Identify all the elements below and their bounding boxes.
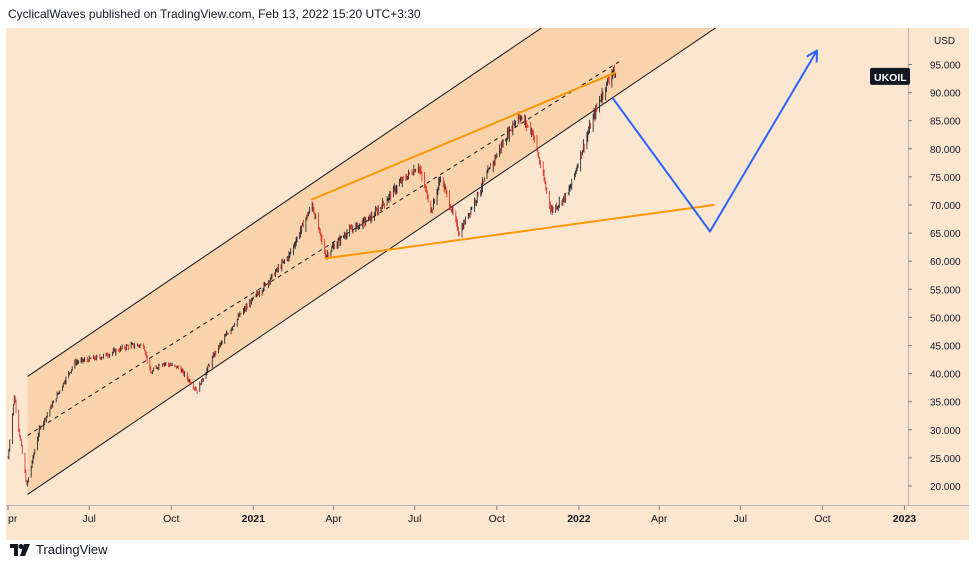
x-tick-label-9: Jul bbox=[734, 513, 747, 525]
x-tick-label-4: Apr bbox=[325, 513, 342, 525]
ticker-badge[interactable] bbox=[870, 67, 910, 85]
projection-path[interactable] bbox=[611, 49, 818, 233]
y-tick-label-11: 70.000 bbox=[930, 201, 961, 212]
y-tick-label-5: 40.000 bbox=[930, 370, 961, 381]
y-tick-label-16: 95.000 bbox=[930, 61, 961, 72]
y-tick-label-3: 30.000 bbox=[930, 426, 961, 437]
triangle-upper-line[interactable] bbox=[311, 71, 616, 201]
price-scale-background bbox=[908, 28, 969, 540]
y-tick-label-14: 85.000 bbox=[930, 117, 961, 128]
y-tick-label-8: 55.000 bbox=[930, 285, 961, 296]
tradingview-brand[interactable]: TradingView bbox=[36, 542, 108, 557]
y-tick-label-12: 75.000 bbox=[930, 173, 961, 184]
x-tick-label-0: pr bbox=[8, 513, 18, 525]
y-tick-label-1: 20.000 bbox=[930, 482, 961, 493]
x-tick-label-8: Apr bbox=[651, 513, 668, 525]
x-tick-label-1: Jul bbox=[82, 513, 95, 525]
y-tick-label-6: 45.000 bbox=[930, 342, 961, 353]
footer: TradingView bbox=[10, 542, 108, 557]
y-tick-label-2: 25.000 bbox=[930, 454, 961, 465]
price-chart[interactable]: 20.000 25.000 30.000 35.000 40.000 45.000 50.0… bbox=[6, 28, 969, 540]
ticker-label: UKOIL bbox=[874, 72, 907, 84]
x-tick-label-5: Jul bbox=[408, 513, 421, 525]
y-tick-label-7: 50.000 bbox=[930, 313, 961, 324]
x-tick-label-11: 2023 bbox=[893, 513, 917, 525]
y-tick-label-4: 35.000 bbox=[930, 398, 961, 409]
triangle-lower-line[interactable] bbox=[324, 204, 715, 260]
x-tick-label-10: Oct bbox=[814, 513, 830, 525]
y-tick-label-15: 90.000 bbox=[930, 89, 961, 100]
y-tick-label-10: 65.000 bbox=[930, 229, 961, 240]
channel-upper-line[interactable] bbox=[27, 28, 753, 377]
y-tick-label-13: 80.000 bbox=[930, 145, 961, 156]
x-tick-label-7: 2022 bbox=[567, 513, 591, 525]
x-tick-label-3: 2021 bbox=[242, 513, 266, 525]
tradingview-logo-icon[interactable] bbox=[10, 543, 30, 556]
x-tick-label-2: Oct bbox=[163, 513, 179, 525]
y-tick-label-9: 60.000 bbox=[930, 257, 961, 268]
chart-area[interactable]: 20.000 25.000 30.000 35.000 40.000 45.000 50.0… bbox=[6, 28, 969, 540]
publish-info: CyclicalWaves published on TradingView.c… bbox=[8, 7, 421, 21]
projection-arrowhead-icon bbox=[806, 49, 819, 63]
x-tick-label-6: Oct bbox=[489, 513, 505, 525]
currency-label: USD bbox=[934, 36, 955, 47]
